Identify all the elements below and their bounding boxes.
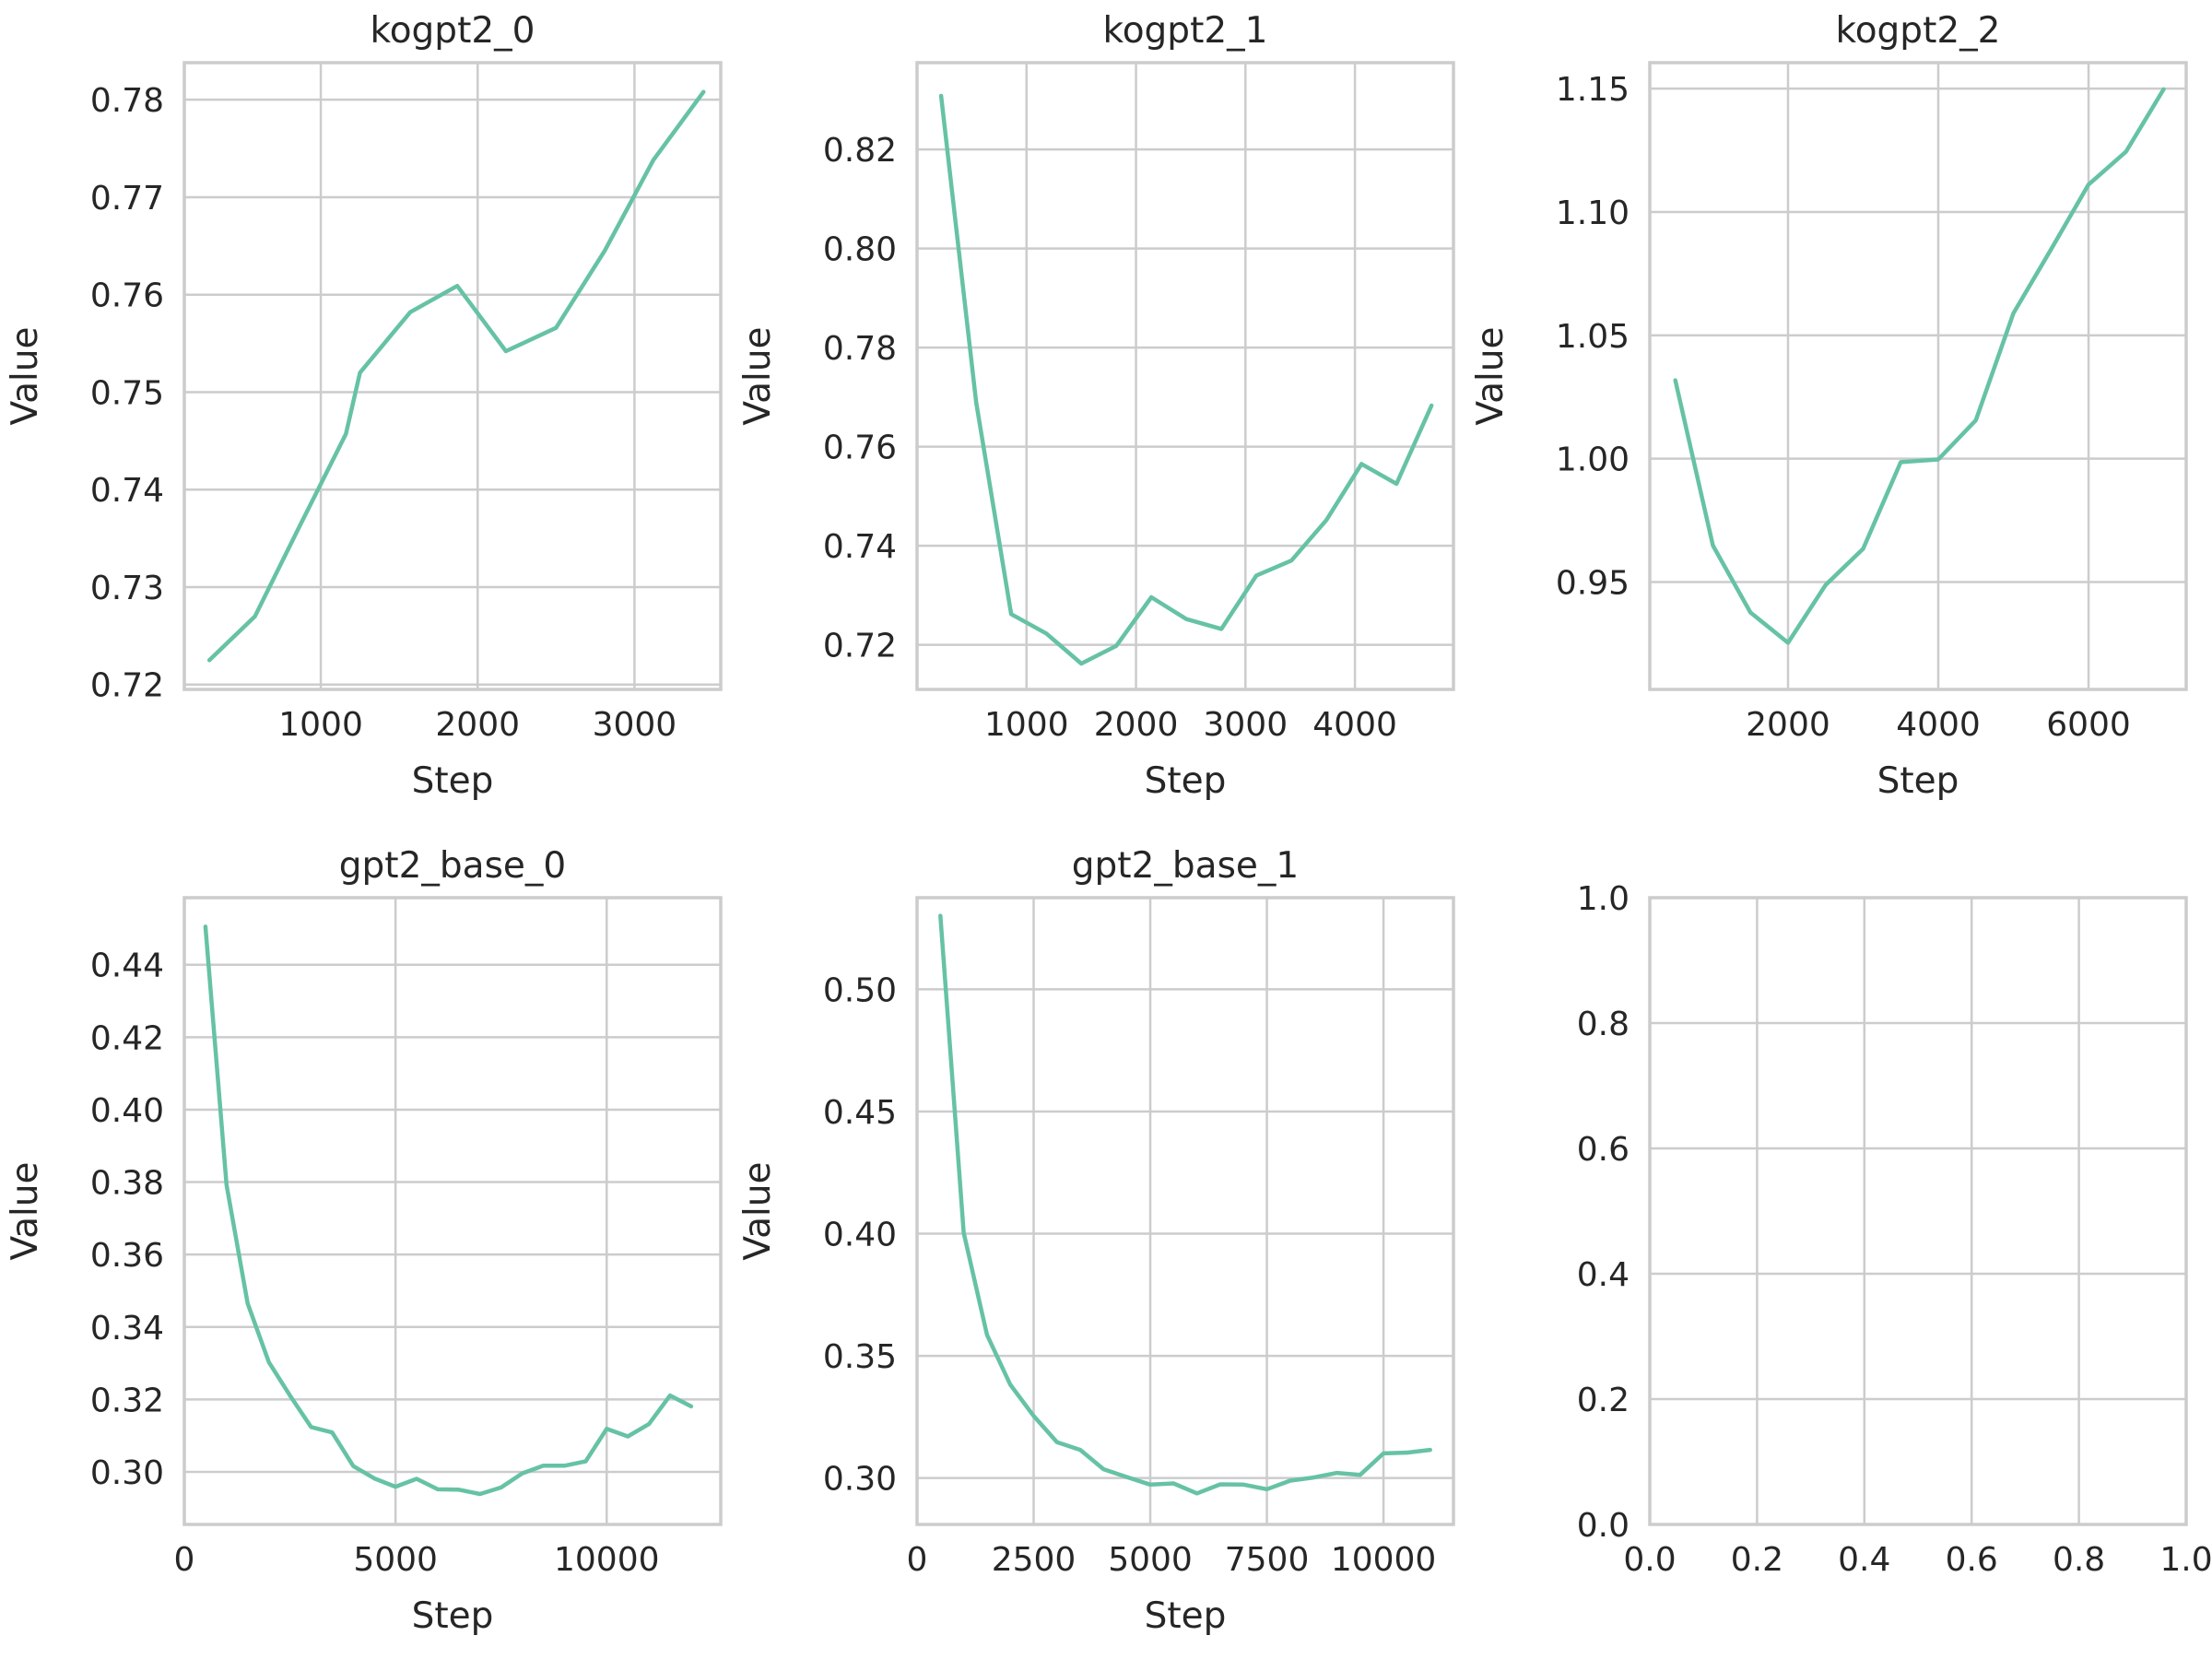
x-axis-label: Step	[412, 1595, 494, 1637]
y-tick-label: 0.74	[823, 528, 897, 566]
x-tick-label: 3000	[593, 706, 677, 744]
subplot-1: 1000 2000 3000 0.72 0.73 0.74 0.75 0.76 0.77 0.78…	[5, 10, 723, 802]
subplot-6: 0.0 0.2 0.4 0.6 0.8 1.0 0.0 0.2 0.4 0.6 0.8 1.0	[1577, 880, 2212, 1579]
plot-frame	[182, 61, 723, 691]
y-tick-label: 0.80	[823, 231, 897, 269]
y-tick-label: 0.42	[90, 1019, 164, 1057]
y-tick-label: 0.0	[1577, 1507, 1630, 1545]
subplot-title: gpt2_base_1	[1072, 845, 1299, 887]
subplot-2: 1000 2000 3000 4000 0.72 0.74 0.76 0.78 0.80 0.82…	[737, 10, 1455, 802]
x-tick-label: 3000	[1204, 706, 1288, 744]
subplot-title: gpt2_base_0	[339, 845, 566, 887]
y-tick-label: 1.15	[1556, 71, 1630, 109]
y-tick-label: 0.76	[823, 429, 897, 467]
series-line	[938, 913, 1432, 1496]
y-tick-label: 0.72	[823, 628, 897, 665]
y-axis-label: Value	[1470, 326, 1512, 425]
x-tick-label: 1.0	[2159, 1541, 2212, 1579]
x-tick-label: 4000	[1312, 706, 1397, 744]
subplot-4: 0 5000 10000 0.30 0.32 0.34 0.36 0.38 0.40 0.42 0.…	[5, 845, 723, 1637]
y-tick-label: 0.6	[1577, 1131, 1630, 1169]
subplot-title: kogpt2_1	[1103, 10, 1268, 52]
x-tick-label: 1000	[984, 706, 1069, 744]
series-line	[1673, 87, 2166, 645]
y-axis-label: Value	[737, 326, 779, 425]
y-tick-label: 0.73	[90, 570, 164, 607]
x-axis-label: Step	[1145, 760, 1227, 802]
y-tick-label: 1.05	[1556, 318, 1630, 356]
y-axis-label: Value	[5, 1161, 46, 1260]
y-tick-label: 0.44	[90, 947, 164, 985]
y-tick-label: 1.00	[1556, 441, 1630, 479]
subplot-title: kogpt2_0	[371, 10, 535, 52]
y-tick-label: 1.0	[1577, 880, 1630, 918]
x-tick-label: 0	[907, 1541, 928, 1579]
y-tick-label: 0.34	[90, 1310, 164, 1347]
subplot-5: 0 2500 5000 7500 10000 0.30 0.35 0.40 0.45 0.50 gp…	[737, 845, 1455, 1637]
y-tick-label: 0.95	[1556, 565, 1630, 603]
y-tick-label: 0.45	[823, 1094, 897, 1132]
series-line	[203, 924, 694, 1497]
y-tick-label: 0.78	[90, 82, 164, 120]
y-tick-label: 0.77	[90, 180, 164, 218]
y-tick-label: 0.50	[823, 971, 897, 1009]
y-tick-label: 0.38	[90, 1165, 164, 1203]
y-tick-label: 0.4	[1577, 1256, 1630, 1294]
y-tick-label: 0.30	[823, 1461, 897, 1499]
x-tick-label: 4000	[1896, 706, 1981, 744]
x-tick-label: 2000	[1746, 706, 1830, 744]
x-tick-label: 0.4	[1838, 1541, 1890, 1579]
series-line	[938, 93, 1434, 666]
plot-frame	[915, 896, 1455, 1526]
y-tick-label: 0.32	[90, 1382, 164, 1419]
x-tick-label: 0.6	[1946, 1541, 1998, 1579]
y-tick-label: 1.10	[1556, 194, 1630, 232]
y-tick-label: 0.35	[823, 1338, 897, 1376]
y-tick-label: 0.30	[90, 1454, 164, 1492]
x-tick-label: 0	[174, 1541, 195, 1579]
x-axis-label: Step	[412, 760, 494, 802]
x-tick-label: 2500	[992, 1541, 1077, 1579]
subplot-title: kogpt2_2	[1836, 10, 2001, 52]
y-tick-label: 0.78	[823, 330, 897, 368]
x-axis-label: Step	[1145, 1595, 1227, 1637]
plot-frame	[182, 896, 723, 1526]
plot-frame	[1648, 896, 2188, 1526]
y-axis-label: Value	[737, 1161, 779, 1260]
y-tick-label: 0.76	[90, 277, 164, 315]
x-tick-label: 0.2	[1731, 1541, 1783, 1579]
x-axis-label: Step	[1877, 760, 1959, 802]
y-tick-label: 0.8	[1577, 1006, 1630, 1043]
x-tick-label: 10000	[1331, 1541, 1437, 1579]
x-tick-label: 0.8	[2053, 1541, 2105, 1579]
series-line	[206, 89, 706, 663]
y-tick-label: 0.75	[90, 374, 164, 412]
plot-frame	[915, 61, 1455, 691]
y-tick-label: 0.82	[823, 132, 897, 170]
x-tick-label: 0.0	[1623, 1541, 1676, 1579]
y-tick-label: 0.2	[1577, 1382, 1630, 1419]
x-tick-label: 2000	[1094, 706, 1179, 744]
y-tick-label: 0.36	[90, 1237, 164, 1275]
x-tick-label: 2000	[435, 706, 520, 744]
x-tick-label: 5000	[1108, 1541, 1193, 1579]
plot-frame	[1648, 61, 2188, 691]
x-tick-label: 7500	[1225, 1541, 1310, 1579]
x-tick-label: 5000	[353, 1541, 438, 1579]
y-tick-label: 0.40	[823, 1217, 897, 1254]
y-axis-label: Value	[5, 326, 46, 425]
y-tick-label: 0.72	[90, 667, 164, 705]
x-tick-label: 6000	[2046, 706, 2131, 744]
x-tick-label: 10000	[554, 1541, 660, 1579]
y-tick-label: 0.40	[90, 1092, 164, 1130]
y-tick-label: 0.74	[90, 472, 164, 510]
subplot-3: 2000 4000 6000 0.95 1.00 1.05 1.10 1.15 kogpt2_2…	[1470, 10, 2188, 802]
x-tick-label: 1000	[278, 706, 363, 744]
